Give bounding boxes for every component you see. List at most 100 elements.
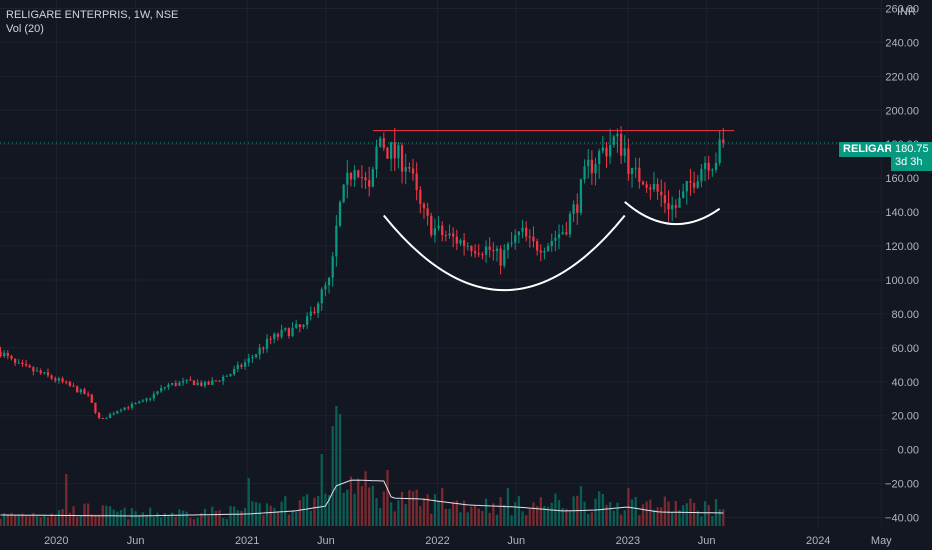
candle-body: [65, 381, 68, 383]
volume-bar: [612, 510, 615, 526]
volume-bar: [568, 511, 572, 526]
y-tick-label: −40.00: [885, 513, 919, 525]
candle-body: [364, 177, 367, 181]
volume-bar: [185, 511, 188, 526]
volume-bar: [17, 514, 20, 526]
candle-body: [119, 410, 123, 412]
candle-body: [313, 311, 316, 313]
volume-bar: [448, 508, 451, 526]
volume-indicator-label[interactable]: Vol (20): [6, 23, 44, 35]
candle-body: [404, 167, 407, 172]
volume-bar: [174, 516, 177, 526]
volume-bar: [495, 514, 499, 526]
volume-bar: [24, 516, 28, 526]
candle-body: [368, 180, 371, 187]
candle-body: [338, 202, 342, 226]
candle-body: [528, 236, 531, 238]
candle-body: [546, 246, 550, 252]
candle-body: [251, 357, 254, 359]
volume-bar: [181, 510, 185, 526]
candle-body: [692, 182, 696, 188]
candle-body: [656, 183, 659, 192]
volume-bar: [218, 510, 221, 526]
volume-bar: [83, 503, 86, 526]
volume-bar: [72, 506, 75, 526]
candle-body: [623, 148, 626, 156]
volume-bar: [35, 516, 39, 526]
volume-bar: [696, 510, 699, 526]
symbol-price-tag: RELIGARE: [839, 142, 904, 157]
volume-bar: [0, 518, 2, 526]
candle-body: [400, 145, 404, 172]
candle-body: [316, 303, 320, 313]
candle-body: [160, 388, 163, 392]
candle-body: [557, 234, 561, 238]
time-axis[interactable]: 2020 Jun 2021 Jun 2022 Jun 2023 Jun 2024 May: [44, 535, 892, 547]
volume-bar: [707, 504, 710, 526]
volume-bar: [119, 509, 123, 526]
candle-body: [466, 245, 469, 247]
x-tick-label: Jun: [127, 535, 145, 547]
volume-bar: [499, 497, 502, 526]
volume-bar: [346, 489, 349, 526]
candle-body: [375, 146, 378, 170]
volume-bar: [382, 491, 385, 526]
volume-bar: [79, 515, 82, 526]
volume-bar: [214, 510, 218, 526]
volume-bar: [97, 514, 101, 526]
candle-body: [430, 215, 433, 236]
volume-bar: [700, 516, 703, 526]
candle-body: [17, 362, 20, 364]
volume-bar: [357, 478, 360, 526]
candle-body: [302, 324, 305, 327]
volume-bar: [76, 517, 79, 526]
candle-body: [24, 364, 28, 366]
volume-bar: [368, 487, 371, 526]
candle-body: [565, 232, 568, 235]
price-axis[interactable]: −40.00 −20.00 0.00 20.00 40.00 60.00 80.00 100.…: [885, 3, 919, 524]
volume-bar: [302, 496, 305, 526]
candle-body: [196, 382, 199, 385]
volume-bar: [645, 501, 648, 526]
candle-body: [521, 227, 524, 232]
candle-body: [484, 246, 488, 255]
candle-body: [116, 411, 119, 414]
volume-bar: [652, 509, 656, 526]
volume-bar: [426, 494, 429, 526]
volume-bar: [46, 517, 50, 526]
candle-body: [714, 163, 718, 170]
volume-bar: [539, 497, 542, 526]
candle-body: [499, 248, 502, 266]
x-tick-label: May: [871, 535, 892, 547]
symbol-title[interactable]: RELIGARE ENTERPRIS, 1W, NSE: [6, 9, 179, 21]
candle-body: [561, 232, 564, 235]
volume-bar: [254, 502, 258, 526]
volume-bar: [291, 510, 294, 526]
volume-bar: [349, 476, 353, 526]
volume-bar: [236, 510, 239, 526]
candle-body: [598, 151, 601, 165]
volume-bar: [616, 502, 619, 526]
volume-bar: [222, 518, 225, 526]
volume-bar: [452, 501, 455, 526]
candle-body: [57, 378, 61, 381]
volume-bar: [284, 495, 287, 526]
volume-bar: [477, 508, 480, 526]
volume-bar: [630, 499, 634, 526]
candle-body: [298, 324, 301, 327]
currency-label[interactable]: INR: [897, 6, 916, 18]
y-tick-label: 0.00: [898, 445, 919, 457]
volume-bar: [65, 474, 68, 526]
volume-bar: [265, 503, 269, 526]
volume-bar: [656, 507, 659, 526]
volume-bar: [546, 506, 550, 526]
candle-body: [243, 362, 247, 367]
volume-bar: [437, 501, 440, 526]
candle-body: [335, 225, 338, 257]
candle-body: [386, 147, 389, 159]
y-tick-label: 120.00: [885, 241, 919, 253]
volume-bar: [619, 514, 623, 526]
candle-body: [389, 142, 393, 159]
volume-bar: [411, 491, 415, 526]
